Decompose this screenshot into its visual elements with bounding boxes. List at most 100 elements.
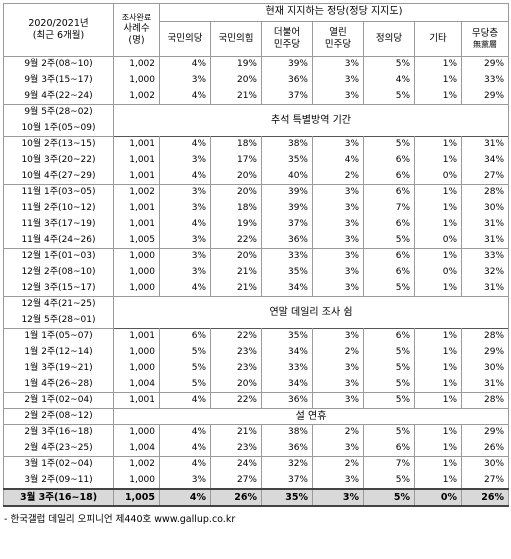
- support-cell-people-party: 4%: [159, 216, 211, 233]
- sample-size-cell: 1,000: [113, 248, 160, 265]
- support-cell-justice: 6%: [363, 184, 415, 201]
- support-cell-independent: 31%: [460, 280, 510, 297]
- period-header-line1: 2020/2021년: [28, 18, 89, 30]
- support-cell-independent: 30%: [460, 456, 510, 473]
- period-cell: 10월 2주(13~15): [3, 136, 114, 153]
- table-row: 10월 2주(13~15) 1,001 4% 18% 38% 3% 5% 1% 31%: [3, 136, 510, 153]
- period-cell: 12월 1주(01~03): [3, 248, 114, 265]
- support-cell-open-democratic: 4%: [312, 152, 364, 169]
- support-cell-independent: 34%: [460, 152, 510, 169]
- survey-pause-note: 추석 특별방역 기간: [112, 104, 510, 137]
- support-cell-people-power: 20%: [210, 168, 262, 185]
- support-cell-open-democratic: 2%: [312, 168, 364, 185]
- support-cell-justice: 5%: [363, 424, 415, 441]
- support-cell-other: 1%: [414, 280, 462, 297]
- support-cell-people-party: 5%: [159, 376, 211, 393]
- support-cell-other: 1%: [414, 472, 462, 489]
- support-cell-justice: 5%: [363, 344, 415, 361]
- support-cell-open-democratic: 3%: [312, 248, 364, 265]
- sample-size-cell: 1,000: [113, 72, 160, 89]
- support-cell-people-power: 21%: [210, 264, 262, 281]
- support-cell-independent: 31%: [460, 232, 510, 249]
- period-cell: 1월 1주(05~07): [3, 328, 114, 345]
- support-cell-justice: 4%: [363, 72, 415, 89]
- support-cell-people-party: 5%: [159, 344, 211, 361]
- support-cell-open-democratic: 3%: [312, 392, 364, 409]
- period-cell: 1월 3주(19~21): [3, 360, 114, 377]
- party-header-justice: 정의당: [363, 21, 415, 57]
- party-header-line1: 무당층: [471, 28, 499, 40]
- support-cell-independent: 30%: [460, 200, 510, 217]
- support-cell-democratic: 38%: [261, 136, 313, 153]
- support-cell-other: 1%: [414, 88, 462, 105]
- support-cell-people-power: 24%: [210, 456, 262, 473]
- support-cell-people-power: 22%: [210, 328, 262, 345]
- support-cell-other: 1%: [414, 216, 462, 233]
- support-cell-other: 0%: [414, 168, 462, 185]
- table-row: 11월 4주(24~26) 1,005 3% 22% 36% 3% 5% 0% 31%: [3, 232, 510, 249]
- support-cell-democratic: 39%: [261, 200, 313, 217]
- period-cell: 2월 4주(23~25): [3, 440, 114, 457]
- support-cell-other: 1%: [414, 200, 462, 217]
- sample-size-cell: 1,000: [113, 280, 160, 297]
- sample-size-cell: 1,004: [113, 376, 160, 393]
- support-cell-open-democratic: 3%: [312, 200, 364, 217]
- support-cell-democratic: 36%: [261, 392, 313, 409]
- support-cell-independent: 29%: [460, 424, 510, 441]
- support-cell-people-party: 3%: [159, 232, 211, 249]
- support-cell-people-party: 3%: [159, 248, 211, 265]
- table-row: 11월 2주(10~12) 1,001 3% 18% 39% 3% 7% 1% 30%: [3, 200, 510, 217]
- support-cell-independent: 31%: [460, 376, 510, 393]
- support-cell-other: 1%: [414, 424, 462, 441]
- sample-size-cell: 1,001: [113, 328, 160, 345]
- support-cell-justice: 5%: [363, 280, 415, 297]
- period-cell: 11월 1주(03~05): [3, 184, 114, 201]
- table-row: 11월 3주(17~19) 1,001 4% 19% 37% 3% 6% 1% 31%: [3, 216, 510, 233]
- support-cell-other: 1%: [414, 360, 462, 377]
- sample-header-line1: 사례수: [123, 23, 150, 35]
- support-cell-justice: 5%: [363, 487, 415, 507]
- support-cell-people-power: 21%: [210, 280, 262, 297]
- party-header-line1: 국민의힘: [218, 33, 254, 45]
- support-cell-justice: 6%: [363, 440, 415, 457]
- party-header-line2: 민주당: [273, 39, 301, 50]
- table-row: 12월 4주(21~25) 연말 데일리 조사 쉼: [3, 296, 510, 329]
- support-cell-people-power: 20%: [210, 376, 262, 393]
- sample-size-cell: 1,001: [113, 136, 160, 153]
- support-cell-other: 1%: [414, 440, 462, 457]
- period-cell: 11월 3주(17~19): [3, 216, 114, 233]
- support-cell-other: 1%: [414, 248, 462, 265]
- party-header-other: 기타: [414, 21, 462, 57]
- support-cell-other: 1%: [414, 184, 462, 201]
- sample-size-cell: 1,002: [113, 184, 160, 201]
- party-header-line1: 정의당: [375, 33, 403, 45]
- support-cell-people-power: 18%: [210, 136, 262, 153]
- support-cell-independent: 32%: [460, 264, 510, 281]
- table-row: 1월 3주(19~21) 1,000 5% 23% 33% 3% 5% 1% 30%: [3, 360, 510, 377]
- period-cell: 1월 4주(26~28): [3, 376, 114, 393]
- support-cell-independent: 28%: [460, 184, 510, 201]
- support-cell-people-party: 4%: [159, 168, 211, 185]
- support-cell-independent: 28%: [460, 328, 510, 345]
- sample-size-cell: 1,001: [113, 200, 160, 217]
- support-cell-independent: 29%: [460, 88, 510, 105]
- period-cell: 11월 4주(24~26): [3, 232, 114, 249]
- period-cell: 10월 1주(05~09): [3, 120, 114, 137]
- support-cell-people-power: 19%: [210, 216, 262, 233]
- period-cell: 3월 2주(09~11): [3, 472, 114, 489]
- support-cell-open-democratic: 3%: [312, 136, 364, 153]
- table-row: 2월 4주(23~25) 1,004 4% 23% 36% 3% 6% 1% 26%: [3, 440, 510, 457]
- support-cell-democratic: 34%: [261, 344, 313, 361]
- support-cell-people-power: 23%: [210, 440, 262, 457]
- table-row: 9월 5주(28~02) 추석 특별방역 기간: [3, 104, 510, 137]
- support-cell-independent: 28%: [460, 392, 510, 409]
- support-cell-people-party: 4%: [159, 440, 211, 457]
- support-cell-other: 0%: [414, 264, 462, 281]
- support-cell-justice: 7%: [363, 456, 415, 473]
- party-header-line1: 기타: [429, 33, 447, 45]
- support-cell-justice: 6%: [363, 168, 415, 185]
- support-cell-democratic: 36%: [261, 72, 313, 89]
- table-row: 9월 2주(08~10) 1,002 4% 19% 39% 3% 5% 1% 29%: [3, 56, 510, 73]
- support-cell-democratic: 35%: [261, 328, 313, 345]
- support-cell-open-democratic: 3%: [312, 216, 364, 233]
